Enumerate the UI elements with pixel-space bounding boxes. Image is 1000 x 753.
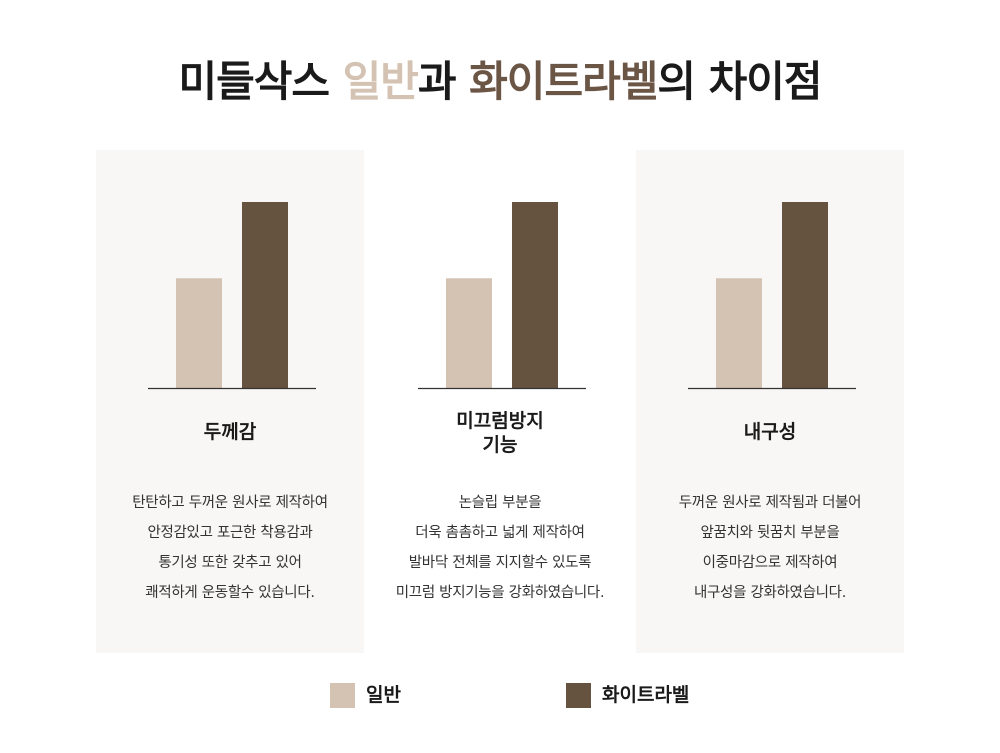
legend-swatch-white-label xyxy=(566,683,591,708)
title-suffix: 의 차이점 xyxy=(657,57,822,106)
comparison-panel-thickness: 두께감 탄탄하고 두꺼운 원사로 제작하여 안정감있고 포근한 착용감과 통기성… xyxy=(96,150,364,653)
description-line: 통기성 또한 갖추고 있어 xyxy=(158,555,302,571)
description-line: 안정감있고 포근한 착용감과 xyxy=(147,525,313,541)
bar-general xyxy=(446,278,492,388)
description-line: 이중마감으로 제작하여 xyxy=(702,555,838,571)
bar-general xyxy=(176,278,222,388)
description-line: 두꺼운 원사로 제작됨과 더불어 xyxy=(678,495,862,511)
title-highlight-white-label: 화이트라벨 xyxy=(469,57,658,106)
comparison-panel-durability: 내구성 두꺼운 원사로 제작됨과 더불어 앞꿈치와 뒷꿈치 부분을 이중마감으로… xyxy=(636,150,904,653)
bar-chart-durability xyxy=(688,202,856,390)
page-title: 미들삭스 일반과 화이트라벨의 차이점 xyxy=(0,52,1000,112)
legend-swatch-general xyxy=(330,683,355,708)
panel-description: 논슬립 부분을 더욱 촘촘하고 넓게 제작하여 발바닥 전체를 지지할수 있도록… xyxy=(366,488,634,608)
description-line: 앞꿈치와 뒷꿈치 부분을 xyxy=(700,525,840,541)
description-line: 발바닥 전체를 지지할수 있도록 xyxy=(408,555,592,571)
title-prefix: 미들삭스 xyxy=(178,57,343,106)
bar-general xyxy=(716,278,762,388)
panel-label-line: 기능 xyxy=(482,434,518,456)
description-line: 더욱 촘촘하고 넓게 제작하여 xyxy=(415,525,585,541)
panel-label: 두께감 xyxy=(203,421,257,443)
panel-label: 미끄럼방지 기능 xyxy=(366,409,634,457)
bar-white-label xyxy=(512,202,558,388)
title-mid: 과 xyxy=(417,57,470,106)
panel-label-line: 미끄럼방지 xyxy=(456,410,544,432)
description-line: 미끄럼 방지기능을 강화하였습니다. xyxy=(395,585,605,601)
description-line: 논슬립 부분을 xyxy=(458,495,542,511)
panel-label: 내구성 xyxy=(743,421,797,443)
legend-label: 화이트라벨 xyxy=(602,684,690,706)
title-highlight-general: 일반 xyxy=(342,57,419,106)
description-line: 탄탄하고 두꺼운 원사로 제작하여 xyxy=(132,495,328,511)
description-line: 내구성을 강화하였습니다. xyxy=(693,585,847,601)
panel-description: 두꺼운 원사로 제작됨과 더불어 앞꿈치와 뒷꿈치 부분을 이중마감으로 제작하… xyxy=(636,488,904,608)
panel-description: 탄탄하고 두꺼운 원사로 제작하여 안정감있고 포근한 착용감과 통기성 또한 … xyxy=(96,488,364,608)
bar-chart-thickness xyxy=(148,202,316,390)
comparison-panel-anti-slip: 미끄럼방지 기능 논슬립 부분을 더욱 촘촘하고 넓게 제작하여 발바닥 전체를… xyxy=(366,150,634,653)
bar-white-label xyxy=(242,202,288,388)
bar-white-label xyxy=(782,202,828,388)
bar-chart-anti-slip xyxy=(418,202,586,390)
description-line: 쾌적하게 운동할수 있습니다. xyxy=(145,585,315,601)
legend-label: 일반 xyxy=(366,684,401,706)
